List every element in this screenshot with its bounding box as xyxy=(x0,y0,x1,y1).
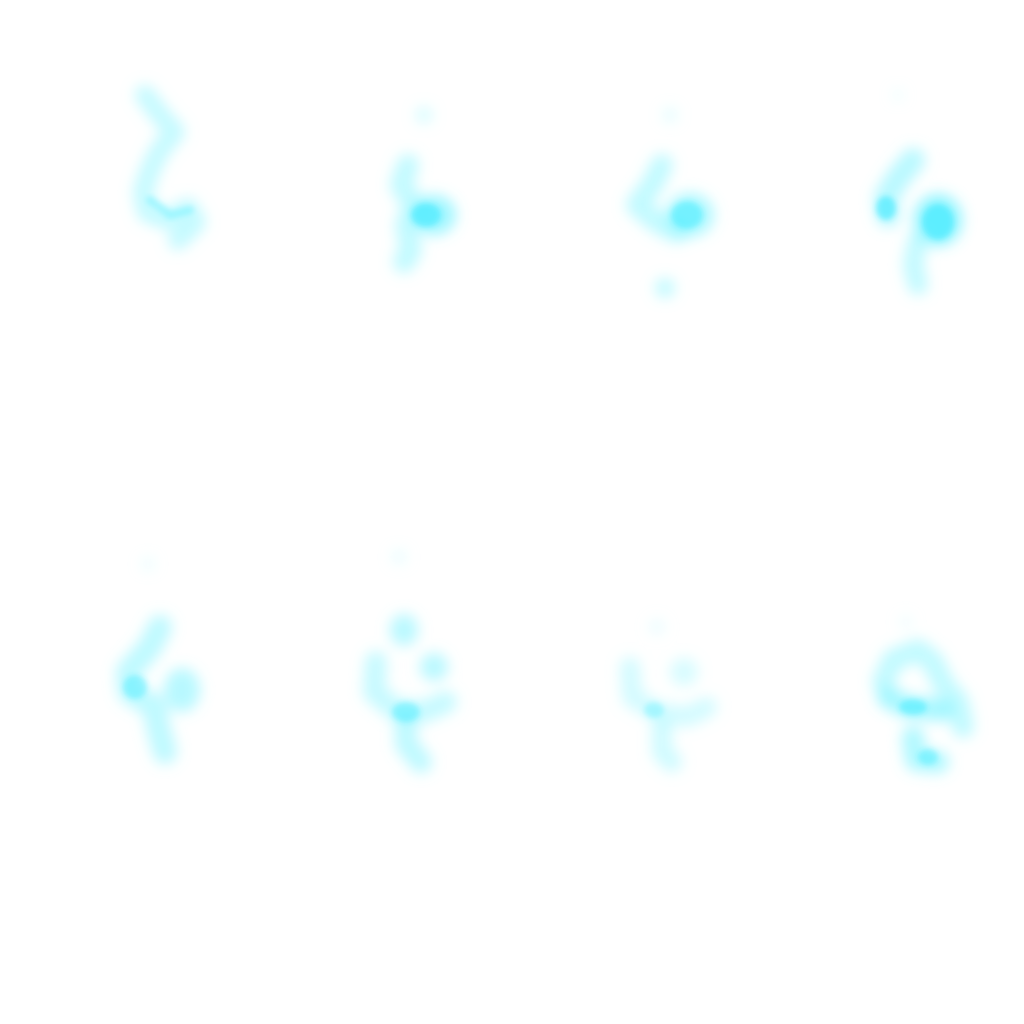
smoke-frame-8 xyxy=(768,512,1024,1024)
smoke-frame-6 xyxy=(256,512,512,1024)
smoke-frame-2 xyxy=(256,0,512,512)
smoke-frame-3 xyxy=(512,0,768,512)
smoke-frame-4 xyxy=(768,0,1024,512)
smoke-frame-5 xyxy=(0,512,256,1024)
smoke-frame-1 xyxy=(0,0,256,512)
smoke-frame-7 xyxy=(512,512,768,1024)
